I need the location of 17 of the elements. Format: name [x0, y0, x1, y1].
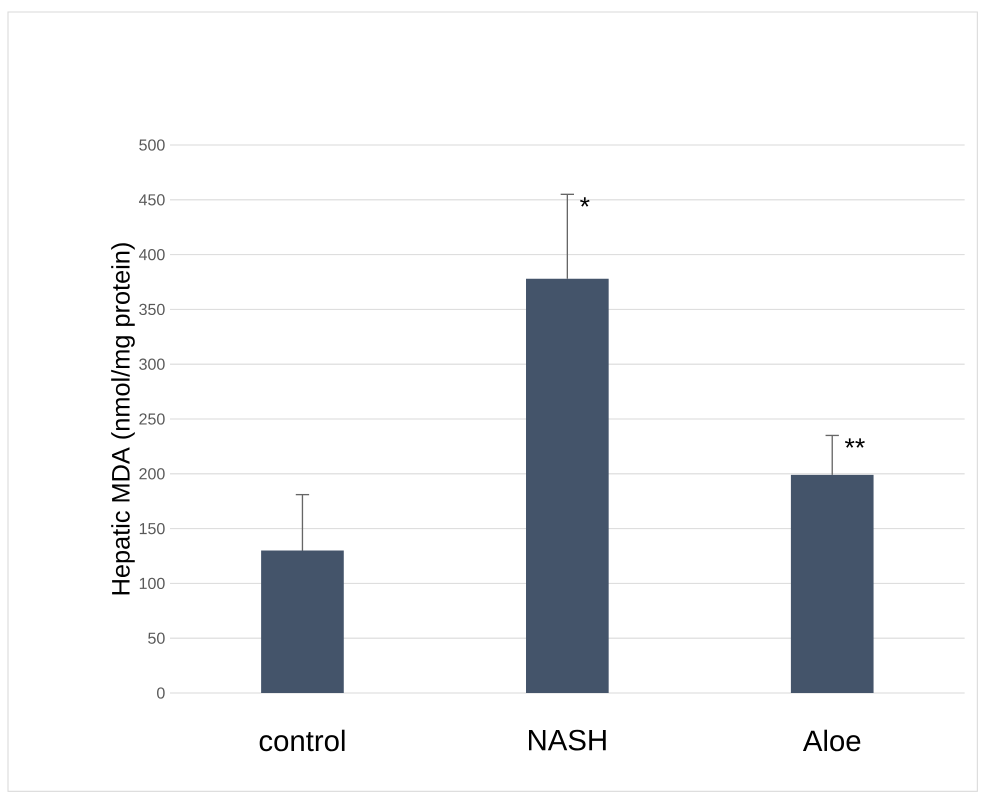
y-tick-label: 0 — [157, 687, 165, 699]
x-tick-label: NASH — [528, 730, 606, 750]
y-tick-label: 500 — [139, 139, 165, 151]
y-tick-label: 400 — [138, 248, 165, 260]
annotation: * — [580, 197, 590, 207]
y-tick-label: 450 — [138, 194, 165, 206]
y-axis-title: Hepatic MDA (nmol/mg protein) — [111, 243, 135, 594]
y-tick-label: 200 — [139, 468, 165, 480]
y-tick-label: 300 — [139, 358, 165, 370]
y-tick-label: 150 — [140, 522, 165, 534]
y-tick-label: 50 — [148, 632, 165, 644]
y-tick-label: 100 — [140, 578, 165, 590]
x-tick-label: Aloe — [802, 730, 860, 752]
x-tick-label: control — [260, 730, 345, 752]
y-tick-label: 250 — [139, 413, 165, 425]
y-tick-label: 350 — [139, 304, 165, 316]
annotation: ** — [844, 438, 865, 448]
